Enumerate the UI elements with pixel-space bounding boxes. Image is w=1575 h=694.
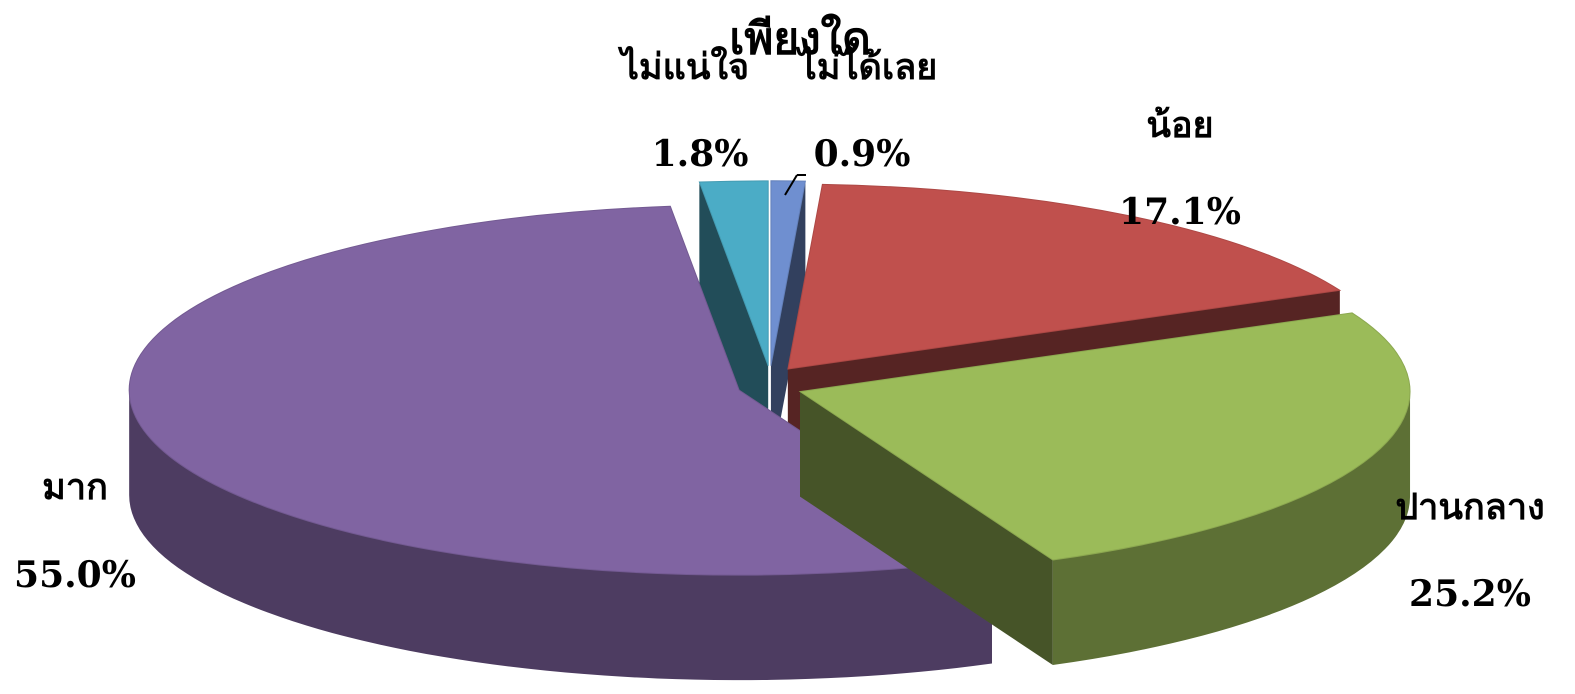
slice-side <box>800 391 1053 665</box>
value-label: 1.8% <box>652 133 749 175</box>
value-label: 17.1% <box>1119 191 1241 233</box>
value-label: 55.0% <box>14 554 136 596</box>
slice <box>798 312 1411 665</box>
slice-wall <box>1052 391 1411 665</box>
category-label: มาก <box>42 466 108 508</box>
value-label: 25.2% <box>1409 573 1531 615</box>
slice-side <box>770 181 806 471</box>
annotation: เพียงใด <box>729 13 870 65</box>
slice-top <box>128 205 994 576</box>
pie <box>128 180 1411 681</box>
slice <box>770 180 806 471</box>
category-label: น้อย <box>1146 104 1213 146</box>
leader-line <box>784 174 798 196</box>
category-label: ปานกลาง <box>1395 486 1544 528</box>
category-label: ไม่ได้เลย <box>795 45 938 88</box>
value-label: 0.9% <box>814 133 911 175</box>
slice-top <box>770 180 806 366</box>
category-label: ไม่แน่ใจ <box>617 45 749 88</box>
slice-top <box>698 180 769 367</box>
slice-top <box>798 312 1411 561</box>
slice-wall <box>129 390 992 681</box>
slice-top <box>787 183 1342 370</box>
